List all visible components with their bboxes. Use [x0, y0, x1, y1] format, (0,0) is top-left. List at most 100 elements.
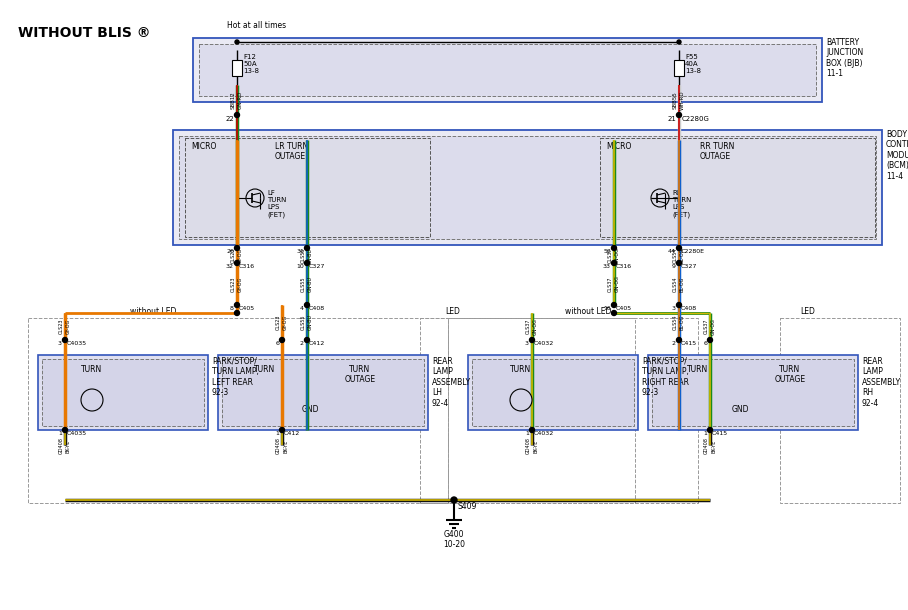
Text: CLS55: CLS55 — [301, 315, 306, 330]
Text: 32: 32 — [226, 264, 234, 269]
Text: CLS37: CLS37 — [704, 319, 709, 334]
Circle shape — [234, 260, 240, 265]
Text: C415: C415 — [681, 341, 697, 346]
Text: 2: 2 — [300, 341, 304, 346]
Text: CLS54: CLS54 — [673, 315, 678, 330]
Text: 22: 22 — [225, 116, 234, 122]
Circle shape — [304, 260, 310, 265]
Text: 3: 3 — [58, 341, 62, 346]
Circle shape — [676, 303, 682, 307]
Text: MICRO: MICRO — [191, 142, 216, 151]
Text: GD408: GD408 — [59, 437, 64, 454]
Text: 52: 52 — [603, 249, 611, 254]
Text: GN-OG: GN-OG — [615, 247, 620, 264]
Text: S409: S409 — [457, 502, 477, 511]
Text: C316: C316 — [239, 264, 255, 269]
Text: C316: C316 — [616, 264, 632, 269]
Bar — [472, 359, 634, 426]
Text: F12
50A
13-8: F12 50A 13-8 — [243, 54, 259, 74]
Bar — [179, 136, 876, 239]
Text: TURN
OUTAGE: TURN OUTAGE — [344, 365, 376, 384]
Text: BL-OG: BL-OG — [680, 315, 685, 330]
Text: C2280E: C2280E — [681, 249, 705, 254]
Circle shape — [529, 428, 535, 432]
Text: without LED: without LED — [565, 307, 611, 316]
Text: 2: 2 — [518, 395, 524, 404]
Text: LED: LED — [445, 307, 459, 316]
Circle shape — [529, 337, 535, 342]
Circle shape — [234, 245, 240, 251]
Text: GY-OG: GY-OG — [238, 276, 243, 292]
Text: 2: 2 — [89, 395, 94, 404]
Text: C4032: C4032 — [534, 431, 554, 436]
Text: without LED: without LED — [130, 307, 176, 316]
Text: WITHOUT BLIS ®: WITHOUT BLIS ® — [18, 26, 151, 40]
Text: C327: C327 — [309, 264, 325, 269]
Circle shape — [611, 245, 617, 251]
Bar — [468, 355, 638, 430]
Circle shape — [676, 337, 682, 342]
Bar — [222, 359, 424, 426]
Circle shape — [611, 303, 617, 307]
Bar — [648, 355, 858, 430]
Text: 10: 10 — [296, 264, 304, 269]
Circle shape — [234, 112, 240, 118]
Circle shape — [304, 337, 310, 342]
Text: CLS55: CLS55 — [301, 248, 306, 264]
Text: C405: C405 — [239, 306, 255, 311]
Text: C405: C405 — [616, 306, 632, 311]
Text: GY-OG: GY-OG — [283, 315, 288, 330]
Circle shape — [304, 245, 310, 251]
Circle shape — [234, 310, 240, 315]
Circle shape — [611, 310, 617, 315]
Text: 3: 3 — [525, 341, 529, 346]
Text: GN-BU: GN-BU — [308, 315, 313, 331]
Text: GND: GND — [731, 406, 749, 415]
Text: GD408: GD408 — [704, 437, 709, 454]
Text: GN-RD: GN-RD — [238, 91, 243, 109]
Text: 33: 33 — [603, 264, 611, 269]
Text: 1: 1 — [58, 431, 62, 436]
Text: REAR
LAMP
ASSEMBLY
RH
92-4: REAR LAMP ASSEMBLY RH 92-4 — [862, 357, 901, 407]
Bar — [173, 130, 882, 245]
Text: 1: 1 — [703, 431, 707, 436]
Circle shape — [707, 428, 713, 432]
Circle shape — [707, 337, 713, 342]
Bar — [199, 44, 816, 96]
Bar — [780, 318, 900, 503]
Text: SBB12: SBB12 — [231, 91, 236, 109]
Bar — [420, 318, 635, 503]
Text: MICRO: MICRO — [606, 142, 631, 151]
Circle shape — [280, 428, 284, 432]
Text: LR TURN
OUTAGE: LR TURN OUTAGE — [275, 142, 308, 162]
Circle shape — [677, 40, 681, 44]
Text: 16: 16 — [603, 306, 611, 311]
Circle shape — [63, 428, 67, 432]
Text: BK-YE: BK-YE — [533, 439, 538, 453]
Bar — [28, 318, 448, 503]
Text: BK-YE: BK-YE — [711, 439, 716, 453]
Circle shape — [451, 497, 457, 503]
Circle shape — [676, 260, 682, 265]
Text: 8: 8 — [230, 306, 234, 311]
Text: C412: C412 — [284, 431, 301, 436]
Text: WH-RD: WH-RD — [680, 90, 685, 110]
Text: 21: 21 — [667, 116, 676, 122]
Text: 1: 1 — [275, 431, 279, 436]
Text: C4035: C4035 — [67, 431, 87, 436]
Text: PARK/STOP/
TURN LAMP,
LEFT REAR
92-3: PARK/STOP/ TURN LAMP, LEFT REAR 92-3 — [212, 357, 259, 397]
Bar — [674, 60, 684, 76]
Text: BK-YE: BK-YE — [283, 439, 288, 453]
Text: GD408: GD408 — [526, 437, 531, 454]
Text: 6: 6 — [703, 341, 707, 346]
Bar — [232, 60, 242, 76]
Text: TURN: TURN — [82, 365, 103, 374]
Circle shape — [510, 389, 532, 411]
Circle shape — [63, 337, 67, 342]
Text: GN-BU: GN-BU — [308, 248, 313, 264]
Circle shape — [280, 337, 284, 342]
Text: BODY
CONTROL
MODULE
(BCM)
11-4: BODY CONTROL MODULE (BCM) 11-4 — [886, 130, 908, 181]
Text: CLS23: CLS23 — [231, 248, 236, 264]
Text: BL-OG: BL-OG — [680, 248, 685, 263]
Text: LED: LED — [800, 307, 814, 316]
